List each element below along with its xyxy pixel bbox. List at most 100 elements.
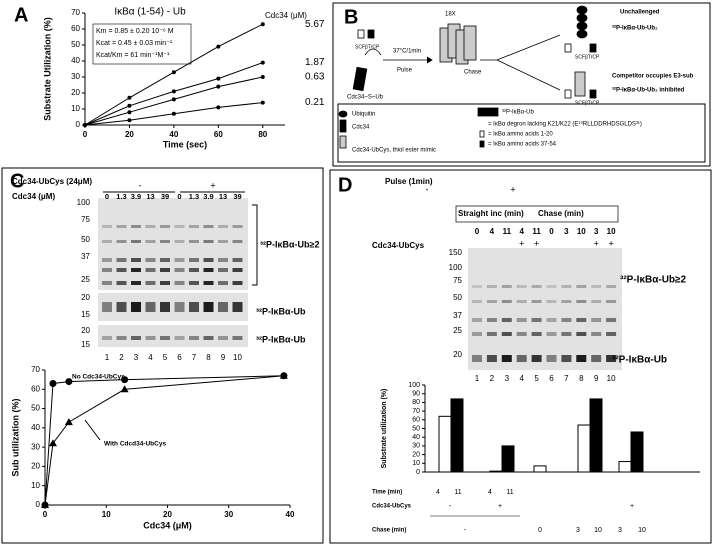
- y-tick-label: 20: [31, 462, 40, 471]
- annotation: Km = 0.85 ± 0.20 10⁻⁶ M: [96, 28, 174, 35]
- series-label: With Cdcd34-UbCys: [104, 441, 166, 448]
- marker: [127, 118, 132, 123]
- label: = IκBα amino acids 1-20: [488, 132, 553, 138]
- footer-entry: 4: [436, 489, 440, 496]
- gel: [98, 198, 248, 290]
- gel-band: [160, 268, 170, 272]
- label: 39: [161, 192, 169, 201]
- label: 100: [449, 263, 463, 272]
- label: ³²P-IκBα-Ub-Ub₂: [612, 25, 658, 32]
- y-tick-label: 20: [71, 88, 80, 97]
- marker: [171, 89, 176, 94]
- label: 10: [607, 374, 616, 383]
- label: 9: [221, 353, 226, 362]
- marker: [216, 76, 221, 81]
- legend-label: 0.63: [305, 72, 325, 83]
- gel-band: [472, 332, 482, 336]
- gel-band: [516, 318, 527, 322]
- x-tick-label: 80: [258, 130, 267, 139]
- gel-band: [116, 258, 127, 262]
- marker: [216, 44, 221, 49]
- gel-band: [486, 355, 497, 362]
- marker: [127, 110, 132, 115]
- gel-band: [531, 355, 542, 362]
- label: 13: [146, 192, 154, 201]
- gel-band: [546, 332, 557, 336]
- footer-label: Time (min): [372, 490, 402, 496]
- label: +: [534, 238, 539, 248]
- bar: [618, 461, 632, 473]
- y-tick-label: 0: [76, 120, 81, 129]
- x-axis-label: Cdc34 (μM): [143, 520, 192, 530]
- panel-label: C: [10, 170, 24, 192]
- gel-band: [102, 258, 112, 262]
- gel-band: [606, 318, 617, 322]
- y-axis-label: Substrate utilization (%): [381, 389, 388, 469]
- label: 5: [534, 374, 539, 383]
- marker: [49, 380, 57, 387]
- gel-band: [203, 225, 214, 228]
- gel-band: [116, 268, 127, 272]
- marker: [279, 371, 288, 379]
- gel-band: [218, 268, 228, 272]
- gel-band: [131, 240, 141, 243]
- gel-band: [218, 281, 228, 285]
- y-tick-label: 40: [412, 434, 420, 441]
- label: 50: [81, 235, 90, 244]
- x-tick-label: 20: [125, 130, 134, 139]
- label: 4: [519, 374, 524, 383]
- gel-band: [232, 240, 243, 243]
- marker: [127, 95, 132, 100]
- footer-entry: 4: [488, 489, 492, 496]
- y-tick-label: 20: [412, 451, 420, 458]
- label: 75: [81, 215, 90, 224]
- x-tick-label: 0: [43, 510, 48, 519]
- gel-band: [116, 225, 127, 228]
- label: Cdc34~S~Ub: [347, 95, 384, 101]
- label: 20: [81, 293, 90, 302]
- gel-band: [203, 240, 214, 243]
- gel-band: [472, 318, 482, 322]
- marker: [48, 439, 57, 447]
- label: 50: [453, 293, 462, 302]
- gel-band: [501, 355, 512, 362]
- legend-label: 1.87: [305, 57, 325, 68]
- x-tick-label: 60: [214, 130, 223, 139]
- gel-band: [160, 281, 170, 285]
- gel-band: [531, 318, 542, 322]
- y-tick-label: 100: [408, 382, 420, 389]
- label: Cdc34 (μM): [12, 192, 55, 201]
- label: 150: [449, 248, 463, 257]
- label: Cdc34-UbCys, thiol ester mimic: [352, 148, 436, 154]
- y-tick-label: 30: [31, 442, 40, 451]
- label: Unchallenged: [620, 10, 660, 16]
- label: +: [510, 184, 515, 194]
- bar: [630, 431, 644, 473]
- gel-band: [145, 336, 156, 340]
- label: 4: [148, 353, 153, 362]
- gel-band: [591, 318, 602, 322]
- label: Straight inc (min): [458, 209, 524, 218]
- gel-band: [131, 258, 141, 262]
- label: 3: [505, 374, 510, 383]
- footer-entry: -: [464, 527, 467, 534]
- gel-band: [576, 355, 587, 362]
- label: -: [426, 184, 429, 194]
- gel-band: [501, 285, 512, 288]
- marker: [171, 97, 176, 102]
- label: 0: [475, 227, 480, 236]
- y-tick-label: 10: [71, 104, 80, 113]
- marker: [260, 60, 265, 65]
- y-tick-label: 30: [412, 443, 420, 450]
- gel-band: [232, 268, 243, 272]
- bar: [533, 465, 547, 473]
- gel-band: [189, 268, 199, 272]
- footer-label: Chase (min): [372, 528, 406, 534]
- gel-band: [546, 318, 557, 322]
- gel-band: [591, 300, 602, 303]
- gel: [468, 248, 622, 370]
- x-tick-label: 10: [102, 510, 111, 519]
- gel-band: [174, 268, 185, 272]
- gel-band: [546, 300, 557, 303]
- gel-band: [160, 240, 170, 243]
